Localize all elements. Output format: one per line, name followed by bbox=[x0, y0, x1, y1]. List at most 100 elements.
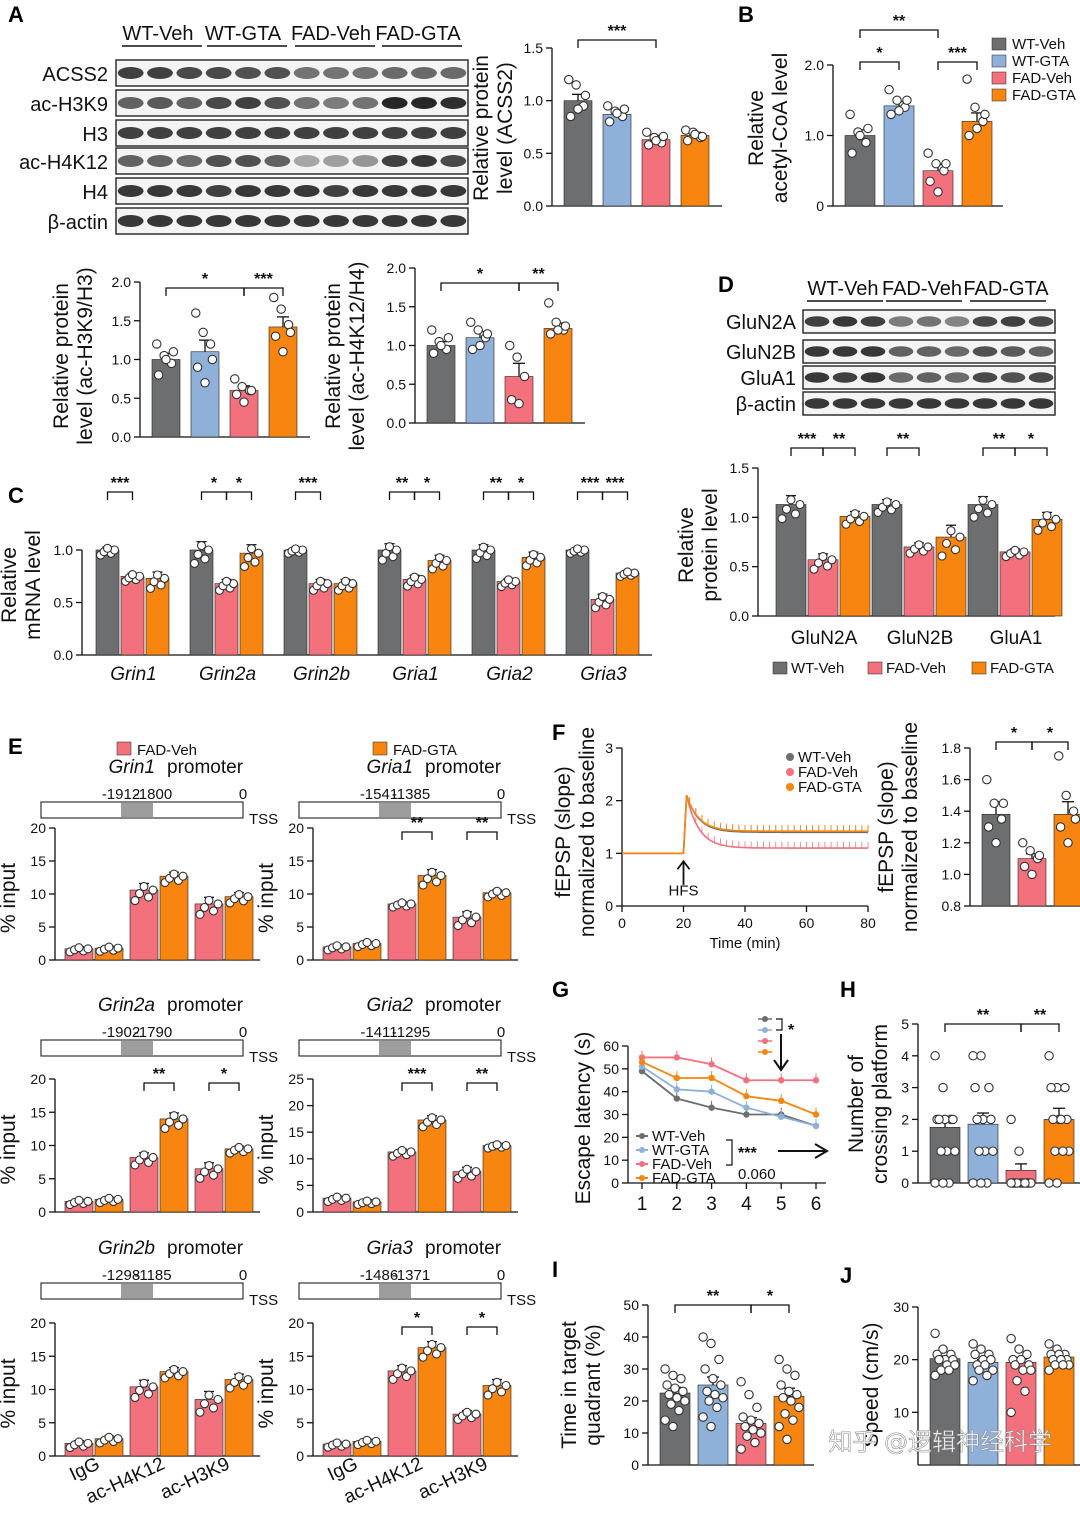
data-point bbox=[1027, 869, 1037, 880]
data-point bbox=[736, 1444, 746, 1454]
data-point bbox=[936, 1146, 946, 1156]
D-ylabel-line-0: Relative bbox=[675, 507, 698, 583]
data-point bbox=[934, 1114, 944, 1125]
data-point bbox=[371, 1436, 381, 1446]
data-point bbox=[884, 84, 894, 95]
D-y-tick-label: 1.5 bbox=[730, 460, 750, 476]
data-point bbox=[1042, 511, 1052, 521]
data-point bbox=[930, 1370, 940, 1381]
data-point bbox=[708, 1373, 718, 1384]
data-point bbox=[195, 1407, 205, 1417]
data-point bbox=[938, 1082, 948, 1093]
data-point bbox=[234, 1372, 244, 1382]
sig-label: *** bbox=[299, 475, 318, 492]
panel-label-D: D bbox=[718, 272, 734, 297]
band bbox=[323, 155, 349, 167]
data-point bbox=[718, 1393, 728, 1403]
data-point bbox=[676, 1373, 686, 1384]
band bbox=[1028, 398, 1054, 409]
E4-y-tick-label: 20 bbox=[288, 1098, 304, 1114]
data-point bbox=[938, 1344, 948, 1354]
bar-WT-Veh bbox=[283, 549, 308, 656]
sig-bracket bbox=[1020, 1023, 1060, 1032]
data-point bbox=[1012, 1375, 1022, 1386]
blot-row-label: H4 bbox=[82, 182, 108, 204]
band bbox=[264, 97, 291, 109]
band bbox=[147, 215, 173, 227]
data-point bbox=[1058, 1146, 1068, 1156]
sig-label: ** bbox=[411, 815, 424, 832]
data-point bbox=[422, 874, 433, 884]
blot-row-label: ac-H4K12 bbox=[19, 152, 108, 174]
legend-swatch bbox=[867, 661, 883, 675]
sig-bracket bbox=[750, 1304, 790, 1313]
data-point bbox=[139, 1378, 149, 1388]
data-point bbox=[113, 1434, 123, 1444]
F-y-tick-label: 3 bbox=[605, 740, 613, 756]
data-point bbox=[285, 327, 296, 338]
data-point bbox=[822, 561, 833, 571]
data-point bbox=[169, 1111, 179, 1121]
bar-FAD-GTA bbox=[482, 1145, 512, 1213]
B-y-tick-label: 1.0 bbox=[805, 128, 825, 144]
F_bar-y-tick-label: 0.8 bbox=[942, 898, 962, 914]
band bbox=[860, 316, 886, 327]
G-legend-marker bbox=[639, 1147, 645, 1153]
E3-y-tick-label: 20 bbox=[30, 1071, 46, 1087]
data-point bbox=[192, 362, 203, 372]
sig-label: * bbox=[876, 45, 883, 62]
bar-FAD-GTA bbox=[159, 1371, 189, 1457]
G-mini-marker bbox=[762, 1049, 768, 1055]
D-y-tick-label: 0.0 bbox=[730, 608, 750, 624]
E1-y-tick-label: 0 bbox=[38, 952, 46, 968]
data-point bbox=[740, 1421, 750, 1432]
A1-y-tick-label: 1.0 bbox=[524, 93, 544, 109]
band bbox=[117, 97, 144, 109]
E5-y-tick-label: 0 bbox=[38, 1448, 46, 1464]
H-ylabel-line-0: Number of bbox=[845, 1055, 868, 1153]
band bbox=[381, 185, 408, 197]
band bbox=[147, 185, 173, 197]
chart-H: 0 1 2 3 4 5 ** ** Number of crossing platform bbox=[845, 1007, 1080, 1191]
data-point bbox=[1044, 1051, 1054, 1061]
data-point bbox=[982, 774, 992, 785]
A2-ylabel-line-1: level (ac-H3K9/H3) bbox=[74, 267, 97, 444]
data-point bbox=[948, 1114, 958, 1125]
band bbox=[352, 67, 379, 79]
data-point bbox=[341, 1193, 351, 1203]
data-point bbox=[1051, 514, 1061, 524]
sig-label: ** bbox=[153, 1066, 166, 1083]
bar-FAD-GTA bbox=[417, 1347, 447, 1457]
G-series-WT-Veh bbox=[641, 1070, 817, 1127]
data-point bbox=[902, 95, 912, 106]
I-y-tick-label: 0 bbox=[631, 1457, 639, 1473]
sig-label: ** bbox=[977, 1007, 990, 1024]
bar-FAD-Veh bbox=[903, 546, 935, 617]
category-label: GluN2B bbox=[887, 628, 954, 649]
sig-label: *** bbox=[948, 45, 967, 62]
F-y-tick-label: 0 bbox=[605, 898, 613, 914]
chart-A3: 0.00.51.01.52.0 * **Relative protein level … bbox=[322, 260, 585, 451]
blot-row-label: GluN2A bbox=[726, 312, 797, 334]
E6-y-tick-label: 5 bbox=[296, 1415, 304, 1431]
G-point-WT-Veh bbox=[638, 1067, 646, 1075]
data-point bbox=[795, 499, 805, 510]
data-point bbox=[418, 1352, 428, 1362]
data-point bbox=[74, 943, 84, 953]
data-point bbox=[1020, 1178, 1030, 1188]
panel-label-B: B bbox=[738, 2, 754, 27]
blot-row-label: H3 bbox=[82, 124, 108, 146]
band bbox=[411, 185, 437, 197]
data-point bbox=[1014, 1344, 1024, 1354]
promoter-region bbox=[379, 1041, 411, 1055]
promoter-start: -1902 bbox=[102, 1024, 140, 1041]
F-ylabel-line-1: normalized to baseline bbox=[576, 727, 599, 937]
H-y-tick-label: 0 bbox=[901, 1175, 909, 1191]
data-point bbox=[362, 1435, 372, 1445]
E5-y-tick-label: 20 bbox=[30, 1315, 46, 1331]
data-point bbox=[234, 1142, 244, 1152]
data-point bbox=[1056, 1114, 1066, 1125]
bar-FAD-GTA bbox=[268, 326, 298, 438]
B-y-tick-label: 0 bbox=[816, 198, 824, 214]
